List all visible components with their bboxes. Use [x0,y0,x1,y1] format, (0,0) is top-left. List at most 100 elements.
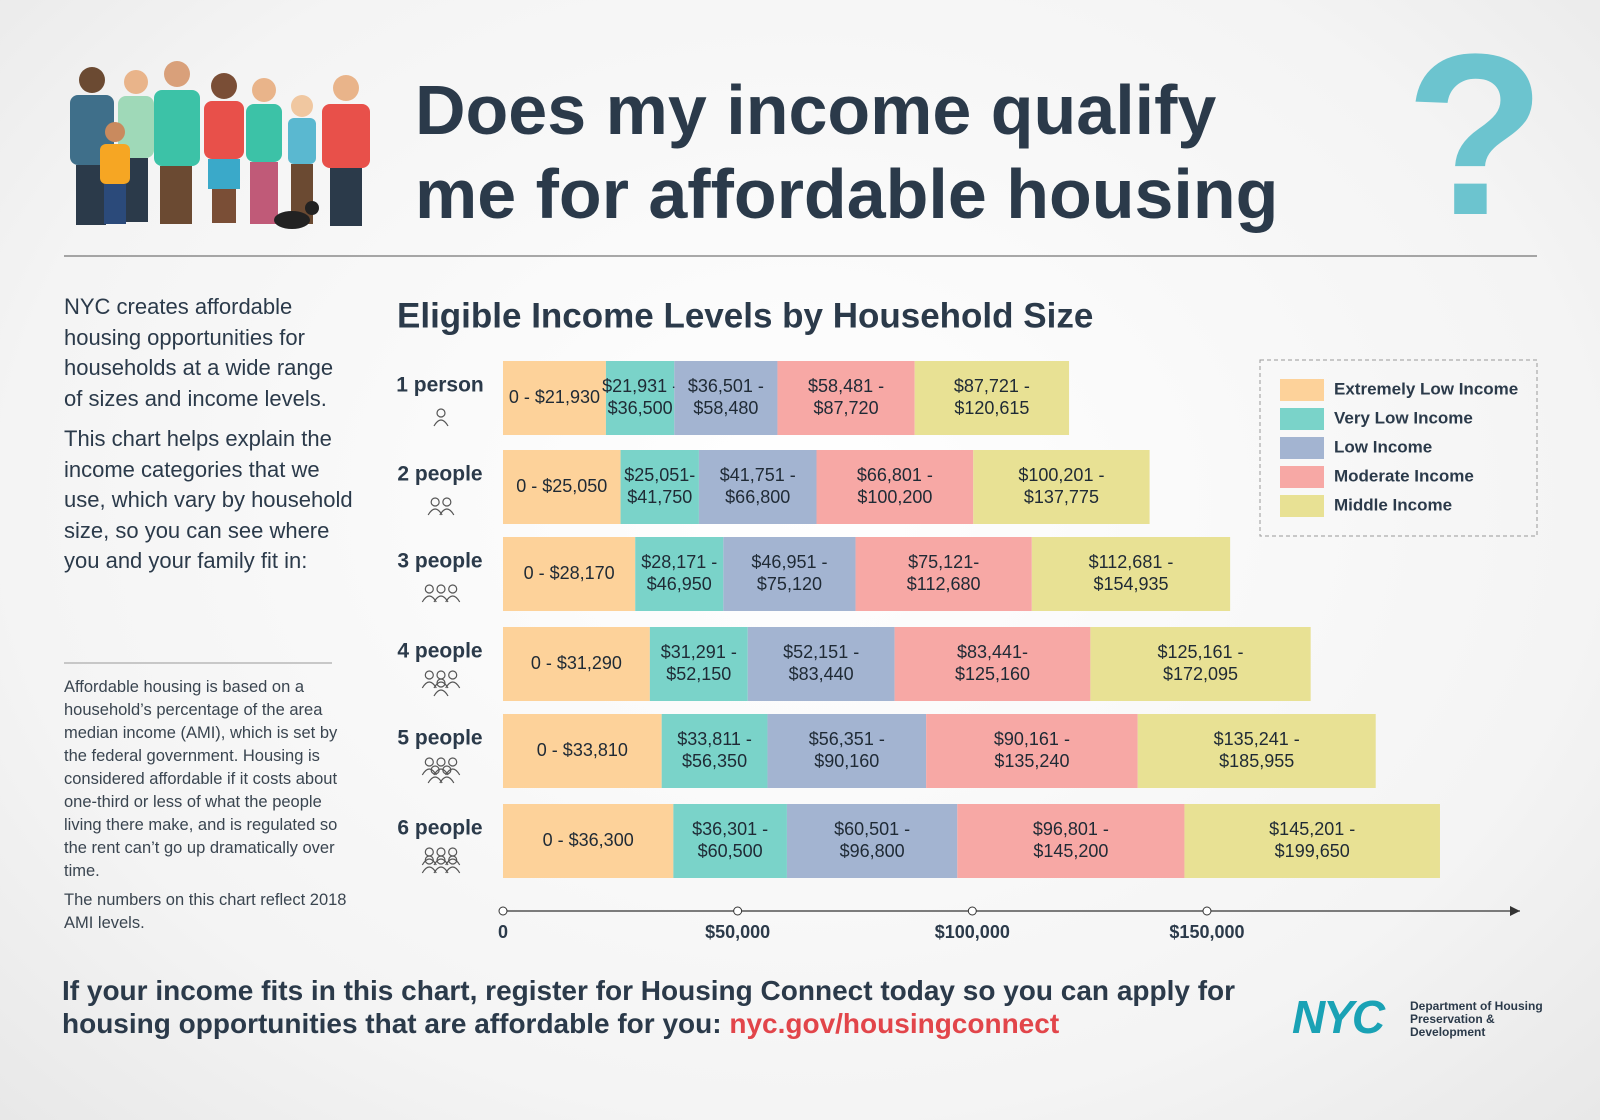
bar-segment [635,537,724,611]
intro-paragraph: NYC creates affordable housing opportuni… [64,294,334,411]
category-label: 1 person [396,374,484,397]
bar-segment [855,537,1032,611]
icon-head [448,670,458,680]
bar-segment [503,714,662,788]
note-paragraph: The numbers on this chart reflect 2018 A… [64,891,347,932]
value-label: $60,500 [698,841,763,861]
value-label: $199,650 [1275,841,1350,861]
icon-body [445,768,461,776]
title-line: me for affordable housing [415,155,1279,233]
bar-segment [926,714,1138,788]
value-label: $36,500 [608,398,673,418]
household-icon [421,757,461,784]
bar-segment [620,450,699,524]
value-label: $125,161 - [1157,642,1243,662]
value-label: $58,481 - [808,376,884,396]
footer-link[interactable]: nyc.gov/housingconnect [729,1008,1060,1039]
x-axis-arrow [1510,906,1520,916]
bar-segment [786,804,958,878]
icon-head [436,855,446,865]
value-label: $145,201 - [1269,819,1355,839]
value-label: $100,201 - [1018,465,1104,485]
title: Does my income qualify me for affordable… [415,68,1278,236]
value-label: $90,161 - [994,729,1070,749]
icon-head [448,855,458,865]
value-label: $46,951 - [751,552,827,572]
x-tick [1202,906,1212,916]
value-label: $41,750 [627,487,692,507]
intro: NYC creates affordable housing opportuni… [64,292,354,587]
value-label: $41,751 - [720,465,796,485]
bar-segment [1184,804,1440,878]
icon-head [436,584,446,594]
category-label: 3 people [397,550,482,573]
bar-segment [747,627,895,701]
category-label: 4 people [397,640,482,663]
value-label: $33,811 - [677,729,752,749]
bar-segment [816,450,974,524]
icon-head [424,847,434,857]
legend-swatch [1280,408,1324,430]
bar-segment [777,361,915,435]
value-label: $56,350 [682,751,747,771]
chart-title: Eligible Income Levels by Household Size [397,296,1093,335]
value-label: $36,301 - [692,819,768,839]
legend-swatch [1280,495,1324,517]
bar-segment [503,627,650,701]
note: Affordable housing is based on a househo… [64,676,354,941]
icon-head [430,765,440,775]
household-icon [421,847,461,874]
household-icon [427,497,455,516]
value-label: $135,241 - [1214,729,1300,749]
bar-segment [894,627,1091,701]
bar-segment [914,361,1070,435]
bar-segment [957,804,1185,878]
bar-segment [723,537,856,611]
bar-segment [674,361,778,435]
icon-body [433,419,449,427]
value-label: $58,480 [693,398,758,418]
bar-segment [503,537,636,611]
bar-segment [661,714,768,788]
value-label: $112,680 [907,574,981,594]
value-label: $66,801 - [857,465,933,485]
household-icon [421,584,461,603]
icon-body [445,858,461,866]
icon-head [442,497,452,507]
icon-head [436,847,446,857]
value-label: $36,501 - [688,376,764,396]
icon-head [436,757,446,767]
bar-segment [649,627,748,701]
value-label: $25,051- [624,465,695,485]
value-label: $83,441- [957,642,1028,662]
value-label: 0 - $33,810 [537,740,628,760]
icon-head [424,584,434,594]
value-label: $60,501 - [834,819,910,839]
icon-body [433,689,449,697]
logo-mark: NYC [1292,991,1385,1043]
x-tick [967,906,977,916]
bar-segment [1090,627,1311,701]
value-label: $135,240 [994,751,1069,771]
value-label: $100,200 [857,487,932,507]
x-tick [733,906,743,916]
value-label: $145,200 [1033,841,1108,861]
x-tick-label: $150,000 [1169,922,1244,942]
legend-label: Extremely Low Income [1334,379,1518,398]
value-label: 0 - $21,930 [509,387,600,407]
icon-head [436,408,446,418]
value-label: $56,351 - [809,729,885,749]
value-label: $21,931 - [602,376,678,396]
value-label: $46,950 [647,574,712,594]
icon-head [424,855,434,865]
intro-paragraph: This chart helps explain the income cate… [64,426,353,573]
icon-body [445,866,461,874]
question-mark: ? [1405,6,1546,263]
value-label: $83,440 [789,664,854,684]
value-label: $66,800 [725,487,790,507]
category-label: 2 people [397,463,482,486]
icon-head [424,670,434,680]
bar-segment [503,450,621,524]
